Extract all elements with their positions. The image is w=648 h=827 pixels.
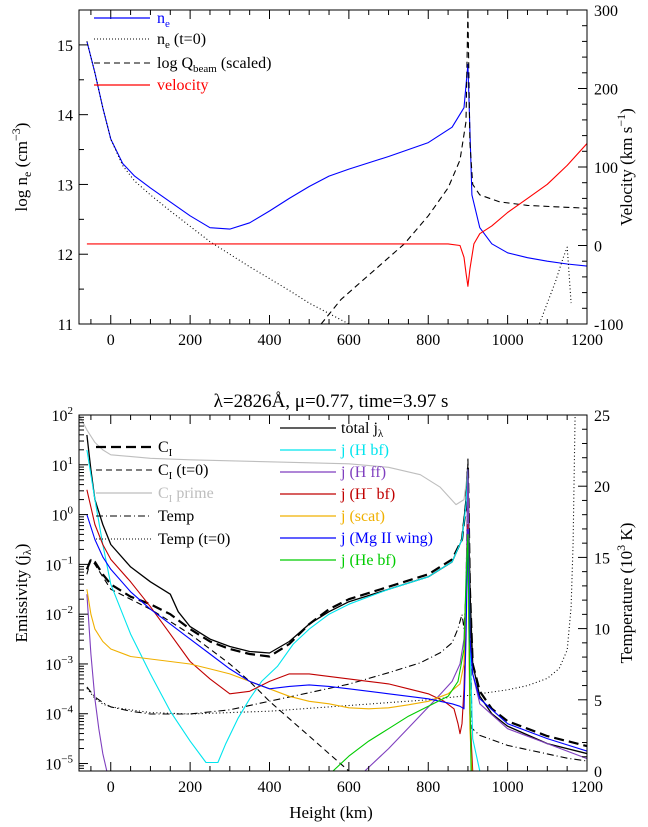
top-panel-ticks: 0 200 400 600 800 1000 1200 11 12 13 14 15 -100 0 100 2… xyxy=(57,3,623,349)
legend-label-temp-t0: Temp (t=0) xyxy=(158,531,230,548)
legend-label-ci: CI xyxy=(158,439,173,459)
y-tick-label: 12 xyxy=(57,247,73,264)
x-tick-label: 200 xyxy=(178,779,202,796)
y-tick-label: 15 xyxy=(57,38,73,55)
y-tick-label: 10−3 xyxy=(45,654,73,674)
bottom-y2-axis-label: Temperature (103 K) xyxy=(614,523,636,664)
bottom-x-axis-label: Height (km) xyxy=(289,803,373,822)
series-c-i-t-0-line xyxy=(86,558,350,771)
x-tick-label: 0 xyxy=(107,332,115,349)
bottom-panel-ticks: 0 200 400 600 800 1000 120010−510−410−310−210−… xyxy=(45,405,610,796)
legend-label-hbf: j (H bf) xyxy=(340,442,389,459)
y-tick-label: 13 xyxy=(57,177,73,194)
legend-label-ne: ne xyxy=(157,10,170,30)
y2-tick-label: 15 xyxy=(594,550,610,567)
y2-tick-label: 20 xyxy=(594,479,610,496)
top-plot-frame xyxy=(78,9,588,325)
top-y2-axis-label: Velocity (km s−1) xyxy=(614,108,636,226)
y2-tick-label: 5 xyxy=(594,693,602,710)
legend-label-hebf: j (He bf) xyxy=(340,552,396,569)
y-tick-label: 10−2 xyxy=(45,604,73,624)
y2-tick-label: 100 xyxy=(594,160,618,177)
legend-label-mgii: j (Mg II wing) xyxy=(340,530,433,547)
series-j-h-bf-line xyxy=(86,449,492,771)
x-tick-label: 400 xyxy=(258,779,282,796)
y2-tick-label: 10 xyxy=(594,622,610,639)
bottom-panel-curves xyxy=(79,415,587,771)
y-tick-label: 102 xyxy=(52,405,74,425)
series-j-he-bf-line xyxy=(332,533,472,771)
x-tick-label: 200 xyxy=(178,332,202,349)
bottom-panel: λ=2826Å, μ=0.77, time=3.97 s 0 200 400 600 8… xyxy=(12,391,636,822)
y-tick-label: 10−4 xyxy=(45,704,73,724)
x-tick-label: 1200 xyxy=(571,332,603,349)
y2-tick-label: 300 xyxy=(594,3,618,20)
series-j-h-ff-line xyxy=(86,469,587,771)
y-tick-label: 11 xyxy=(58,317,73,334)
legend-label-total: total jλ xyxy=(341,420,384,440)
legend-label-ci-prime: CI prime xyxy=(158,485,214,505)
legend-label-scat: j (scat) xyxy=(340,508,385,525)
legend-label-hff: j (H ff) xyxy=(340,464,386,481)
legend-label-qbeam: log Qbeam (scaled) xyxy=(157,55,271,75)
series-c-i-prime-line xyxy=(79,415,471,714)
series-temp-t-0-line xyxy=(86,415,576,715)
y2-tick-label: 0 xyxy=(594,764,602,781)
series-velocity-line xyxy=(86,143,587,287)
x-tick-label: 1200 xyxy=(571,779,603,796)
x-tick-label: 800 xyxy=(416,779,440,796)
series-n-e-line xyxy=(86,41,587,267)
top-panel: 0 200 400 600 800 1000 1200 11 12 13 14 15 -100 0 100 2… xyxy=(9,3,636,349)
top-y-axis-label: log ne (cm−3) xyxy=(9,123,34,212)
y-tick-label: 100 xyxy=(52,505,74,525)
series-total-j-line xyxy=(86,434,587,755)
series-j-scat-line xyxy=(86,528,473,771)
bottom-y-axis-label: Emissivity (jλ) xyxy=(12,544,34,643)
legend-label-temp: Temp xyxy=(158,508,194,525)
x-tick-label: 800 xyxy=(416,332,440,349)
legend-label-ci-t0: CI (t=0) xyxy=(158,462,208,482)
bottom-plot-frame xyxy=(78,414,588,772)
x-tick-label: 0 xyxy=(107,779,115,796)
x-tick-label: 600 xyxy=(337,779,361,796)
top-panel-curves xyxy=(86,10,587,324)
series-log-q-beam-scaled-line xyxy=(320,10,587,324)
legend-label-ne-t0: ne (t=0) xyxy=(157,31,206,51)
series-n-e-t-0-line xyxy=(86,41,572,324)
top-legend: ne ne (t=0) log Qbeam (scaled) velocity xyxy=(94,10,271,94)
series-c-i-line xyxy=(85,466,587,748)
y-tick-label: 10−5 xyxy=(45,754,73,774)
x-tick-label: 600 xyxy=(337,332,361,349)
legend-label-hminus: j (H− bf) xyxy=(340,483,395,503)
y-tick-label: 101 xyxy=(52,455,74,475)
bottom-title: λ=2826Å, μ=0.77, time=3.97 s xyxy=(214,391,449,412)
y2-tick-label: -100 xyxy=(594,317,623,334)
y2-tick-label: 200 xyxy=(594,82,618,99)
x-tick-label: 400 xyxy=(258,332,282,349)
bottom-legend-right: total jλ j (H bf) j (H ff) j (H− bf) j (… xyxy=(280,420,433,569)
x-tick-label: 1000 xyxy=(492,779,524,796)
x-tick-label: 1000 xyxy=(492,332,524,349)
y-tick-label: 14 xyxy=(57,108,73,125)
y2-tick-label: 25 xyxy=(594,408,610,425)
y-tick-label: 10−1 xyxy=(45,554,73,574)
series-temp-line xyxy=(86,457,587,762)
legend-label-velocity: velocity xyxy=(157,77,209,94)
series-j-mg-ii-wing-line xyxy=(86,514,587,752)
y2-tick-label: 0 xyxy=(594,239,602,256)
series-j-h-bf-line xyxy=(86,489,474,771)
bottom-legend-left: CI CI (t=0) CI prime Temp Temp (t=0) xyxy=(96,439,230,548)
